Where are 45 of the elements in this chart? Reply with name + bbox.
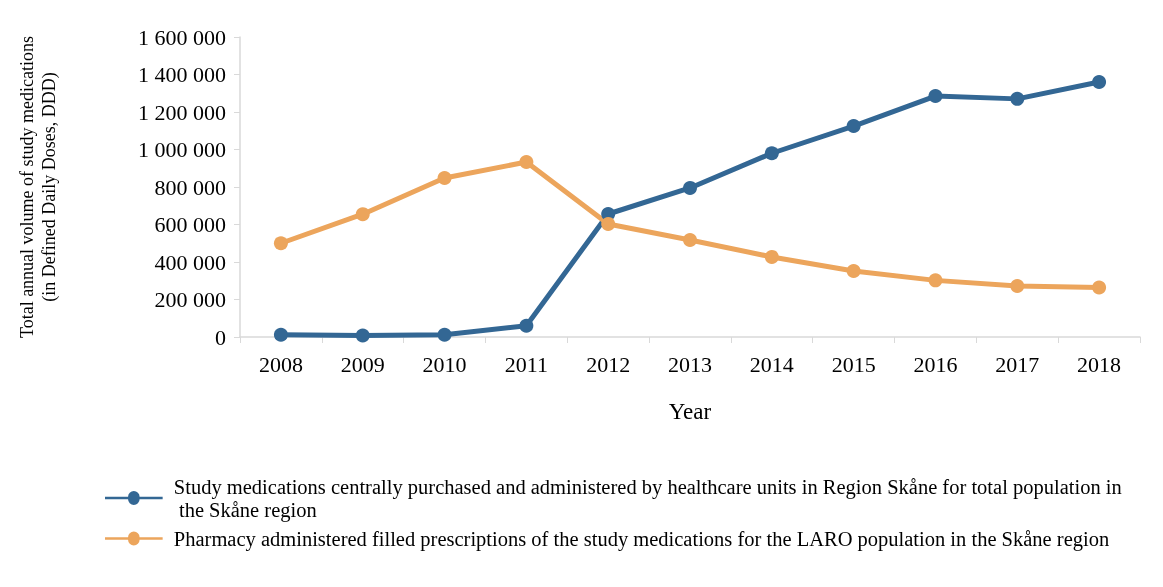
legend-label: Pharmacy administered filled prescriptions of the study medications for the LARO population in the Skåne region: [173, 527, 1110, 551]
x-tick-label: 2009: [340, 351, 385, 377]
x-tick-label: 2013: [668, 351, 712, 377]
point: [355, 207, 370, 222]
point: [519, 318, 534, 333]
x-tick-label: 2015: [831, 351, 876, 377]
y-tick-label: 600 000: [154, 212, 226, 237]
point: [928, 89, 943, 104]
legend-label: Study medications centrally purchased and administered by healthcare units in Region Skåne for total population in the Skåne region: [173, 475, 1122, 522]
y-tick-label: 1 000 000: [138, 137, 226, 162]
x-axis-title: Year: [668, 399, 712, 424]
y-tick-label: 1 400 000: [138, 62, 226, 87]
y-tick-label: 1 600 000: [138, 24, 226, 50]
point: [764, 249, 779, 264]
point: [846, 119, 861, 134]
point: [519, 155, 534, 170]
point: [1092, 280, 1107, 295]
x-tick-label: 2018: [1077, 351, 1122, 377]
x-tick-label: 2017: [995, 351, 1040, 377]
point: [683, 180, 697, 195]
point: [683, 233, 697, 248]
x-tick-label: 2011: [504, 351, 548, 377]
point: [437, 171, 452, 185]
x-tick-label: 2008: [258, 351, 303, 377]
point: [764, 146, 779, 161]
point: [273, 236, 288, 251]
y-tick-label: 1 200 000: [138, 99, 226, 125]
point: [928, 273, 943, 288]
y-tick-label: 400 000: [154, 249, 226, 275]
x-tick-label: 2016: [913, 351, 958, 377]
y-tick-label: 0: [215, 324, 226, 350]
y-tick-label: 800 000: [154, 174, 226, 200]
y-tick-label: 200 000: [154, 287, 226, 312]
x-tick-label: 2010: [422, 351, 467, 377]
point: [846, 264, 861, 278]
x-tick-label: 2012: [586, 351, 631, 377]
point: [273, 327, 288, 342]
point: [355, 328, 370, 343]
point: [601, 216, 616, 231]
point: [1010, 91, 1025, 106]
x-tick-label: 2014: [749, 351, 794, 377]
point: [1092, 75, 1107, 89]
point: [437, 327, 452, 342]
y-axis-title: Total annual volume of study medications (in Defined Daily Doses, DDD): [17, 35, 60, 339]
point: [1010, 279, 1025, 293]
